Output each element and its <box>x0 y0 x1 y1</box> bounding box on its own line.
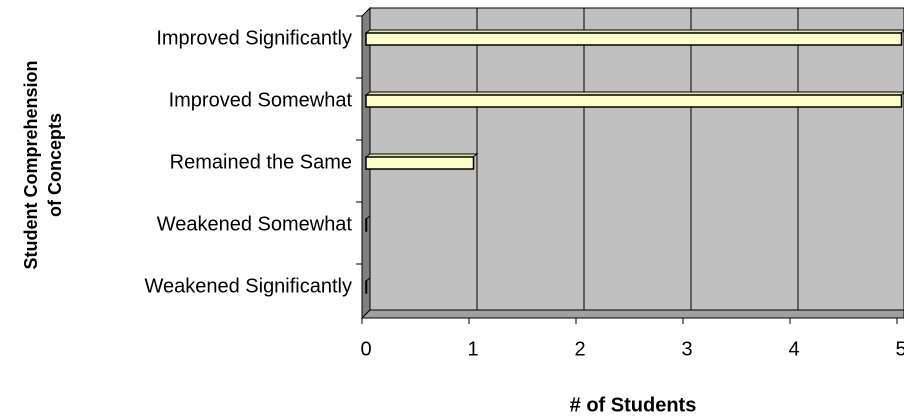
floor <box>360 309 904 319</box>
x-tick-label: 5 <box>895 338 904 360</box>
y-tick-label: Weakened Significantly <box>144 275 352 297</box>
x-tick-label: 0 <box>360 338 371 360</box>
bar-top <box>365 215 371 220</box>
y-axis-title-line-1: Student Comprehension <box>21 60 41 269</box>
x-tick-label: 1 <box>467 338 478 360</box>
x-tick-label: 4 <box>788 338 799 360</box>
x-axis-title: # of Students <box>570 394 697 416</box>
y-axis-title-line-2: of Concepts <box>45 113 65 217</box>
x-tick-label: 3 <box>681 338 692 360</box>
bar <box>365 280 368 294</box>
bar <box>365 94 903 108</box>
bar <box>365 218 368 232</box>
bar <box>365 156 475 170</box>
x-tick-label: 2 <box>574 338 585 360</box>
y-tick-label: Remained the Same <box>170 151 352 173</box>
y-tick-label: Weakened Somewhat <box>157 213 353 235</box>
bar <box>365 32 903 46</box>
bar-top <box>365 277 371 282</box>
y-tick-label: Improved Somewhat <box>169 89 353 111</box>
y-tick-label: Improved Significantly <box>156 27 352 49</box>
